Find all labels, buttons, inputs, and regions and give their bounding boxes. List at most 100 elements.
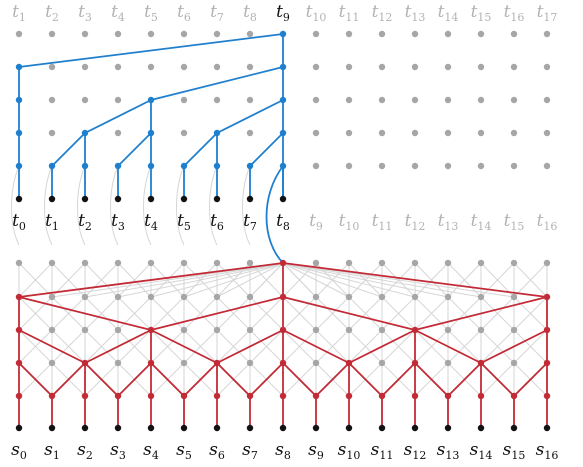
grid-dot — [115, 260, 121, 266]
grid-dot — [511, 327, 517, 333]
blue-node — [16, 64, 22, 70]
leaf-dot — [115, 196, 121, 202]
grid-dot — [379, 64, 385, 70]
grid-dot — [478, 327, 484, 333]
grid-dot — [346, 327, 352, 333]
red-node — [412, 327, 418, 333]
grid-dot — [379, 294, 385, 300]
grid-dot — [313, 130, 319, 136]
lattice-curve — [111, 166, 119, 245]
red-node — [280, 393, 286, 399]
grid-dot — [478, 64, 484, 70]
grid-dot — [181, 64, 187, 70]
red-node — [16, 294, 22, 300]
grid-dot — [82, 31, 88, 37]
grid-dot — [49, 97, 55, 103]
grid-dot — [412, 163, 418, 169]
bottom-label: s0 — [11, 440, 27, 462]
red-node — [214, 360, 220, 366]
red-node — [511, 393, 517, 399]
leaf-dot — [115, 425, 121, 431]
bottom-label: s10 — [338, 440, 361, 462]
leaf-dot — [379, 425, 385, 431]
grid-dot — [346, 97, 352, 103]
leaf-dot — [49, 425, 55, 431]
grid-dot — [49, 130, 55, 136]
grid-dot — [115, 64, 121, 70]
leaf-dot — [544, 425, 550, 431]
mid-label: t0 — [12, 211, 26, 233]
grid-dot — [247, 260, 253, 266]
mid-label: t10 — [339, 211, 360, 233]
grid-dot — [511, 294, 517, 300]
grid-dot — [544, 64, 550, 70]
lattice-curve — [78, 166, 86, 245]
blue-node — [49, 163, 55, 169]
leaf-dot — [214, 196, 220, 202]
grid-dot — [478, 97, 484, 103]
mid-label: t1 — [45, 211, 59, 233]
grid-dot — [379, 163, 385, 169]
grid-dot — [313, 360, 319, 366]
blue-node — [148, 130, 154, 136]
blue-edge — [19, 34, 283, 67]
blue-node — [280, 163, 286, 169]
bottom-label: s12 — [404, 440, 427, 462]
blue-node — [280, 64, 286, 70]
top-label: t6 — [177, 2, 191, 24]
lattice-curve — [45, 166, 53, 245]
blue-node — [280, 97, 286, 103]
grid-dot — [445, 360, 451, 366]
mid-label: t8 — [276, 211, 290, 233]
blue-node — [181, 163, 187, 169]
bottom-label: s5 — [176, 440, 192, 462]
grid-dot — [214, 327, 220, 333]
lattice-curve — [12, 166, 20, 245]
grid-dot — [148, 31, 154, 37]
blue-node — [148, 97, 154, 103]
bottom-label: s1 — [44, 440, 60, 462]
leaf-dot — [82, 196, 88, 202]
leaf-dot — [247, 196, 253, 202]
top-label: t9 — [276, 2, 290, 24]
bottom-label: s11 — [371, 440, 394, 462]
grid-dot — [412, 294, 418, 300]
axis-labels: t1 t2 t3 t4 t5 t6 t7 t8 t9 t10 t11 t12 t13 t14 t15 t16 t… — [11, 2, 558, 462]
blue-node — [115, 163, 121, 169]
grid-dot — [115, 130, 121, 136]
red-node — [181, 393, 187, 399]
top-label: t10 — [306, 2, 327, 24]
top-label: t16 — [504, 2, 525, 24]
red-node — [82, 360, 88, 366]
leaf-dot — [412, 425, 418, 431]
grid-dot — [181, 360, 187, 366]
red-node — [148, 360, 154, 366]
bottom-label: s7 — [242, 440, 258, 462]
red-node — [16, 360, 22, 366]
leaf-dot — [181, 196, 187, 202]
leaf-dot — [247, 425, 253, 431]
grid-dot — [49, 260, 55, 266]
grid-dot — [544, 260, 550, 266]
grid-dot — [181, 130, 187, 136]
mid-label: t15 — [504, 211, 525, 233]
mid-label: t16 — [537, 211, 558, 233]
grid-dot — [511, 64, 517, 70]
grid-dot — [181, 260, 187, 266]
red-node — [16, 327, 22, 333]
red-node — [280, 327, 286, 333]
top-label: t14 — [438, 2, 459, 24]
leaf-dot — [445, 425, 451, 431]
grid-dot — [247, 294, 253, 300]
bottom-label: s6 — [209, 440, 225, 462]
mid-label: t14 — [471, 211, 492, 233]
red-node — [445, 393, 451, 399]
leaf-dot — [148, 196, 154, 202]
grid-dot — [82, 97, 88, 103]
red-node — [544, 360, 550, 366]
blue-edge — [118, 133, 151, 166]
grid-dot — [148, 64, 154, 70]
grid-dot — [445, 260, 451, 266]
grid-dot — [247, 327, 253, 333]
red-node — [115, 393, 121, 399]
